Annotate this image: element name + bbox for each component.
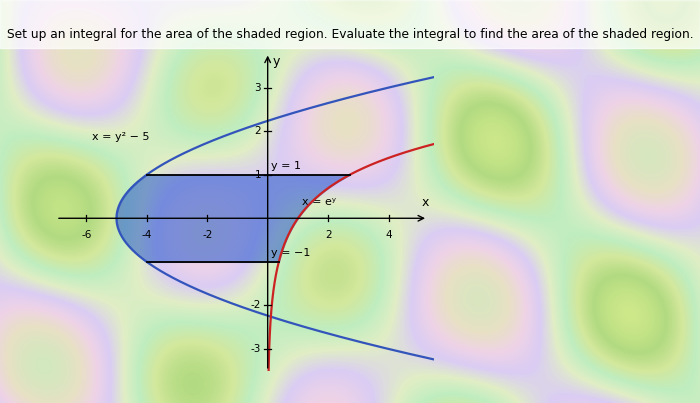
Text: 4: 4 — [385, 231, 392, 241]
Text: -3: -3 — [251, 344, 261, 354]
Text: -6: -6 — [81, 231, 92, 241]
Text: 2: 2 — [325, 231, 332, 241]
Bar — [0, 0, 700, 48]
Text: y: y — [273, 55, 281, 68]
Text: x: x — [421, 196, 428, 209]
Text: 1: 1 — [254, 170, 261, 180]
Text: 3: 3 — [254, 83, 261, 93]
Text: y = −1: y = −1 — [271, 248, 310, 258]
Text: y = 1: y = 1 — [271, 161, 301, 171]
Text: x = y² − 5: x = y² − 5 — [92, 132, 150, 142]
Text: x = eʸ: x = eʸ — [302, 197, 337, 207]
Text: 2: 2 — [254, 126, 261, 136]
Text: Set up an integral for the area of the shaded region. Evaluate the integral to f: Set up an integral for the area of the s… — [7, 28, 693, 41]
Text: -2: -2 — [251, 300, 261, 310]
Text: -2: -2 — [202, 231, 212, 241]
Text: -4: -4 — [141, 231, 152, 241]
